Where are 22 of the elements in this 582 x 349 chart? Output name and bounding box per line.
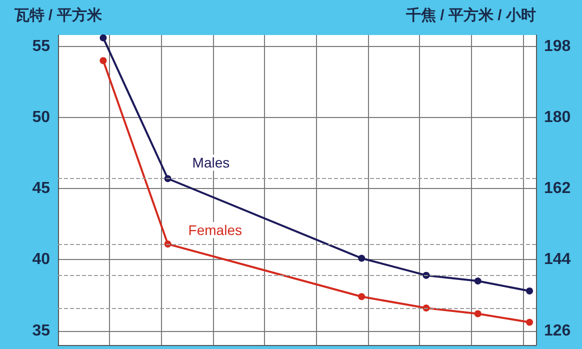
y2-tick-label: 144: [544, 251, 571, 268]
y-axis-title: 瓦特 / 平方米: [13, 6, 103, 24]
series-label: Females: [188, 222, 242, 238]
y2-tick-label: 180: [544, 109, 571, 126]
point: [358, 293, 366, 300]
point: [100, 34, 107, 42]
point: [358, 254, 366, 262]
y-tick-label: 40: [32, 251, 50, 268]
point: [474, 278, 482, 285]
point: [526, 287, 534, 294]
y-tick-label: 50: [32, 108, 50, 126]
point: [474, 310, 482, 318]
y-tick-label: 45: [32, 180, 50, 198]
y2-tick-label: 198: [544, 38, 571, 55]
point: [100, 57, 107, 64]
y2-axis-title: 千焦 / 平方米 / 小时: [404, 6, 536, 24]
y-tick-label: 55: [32, 38, 50, 55]
y2-tick-label: 162: [544, 180, 571, 198]
point: [526, 318, 534, 326]
series-label: Males: [192, 154, 230, 171]
y2-tick-label: 126: [544, 322, 571, 340]
y-tick-label: 35: [32, 322, 50, 340]
